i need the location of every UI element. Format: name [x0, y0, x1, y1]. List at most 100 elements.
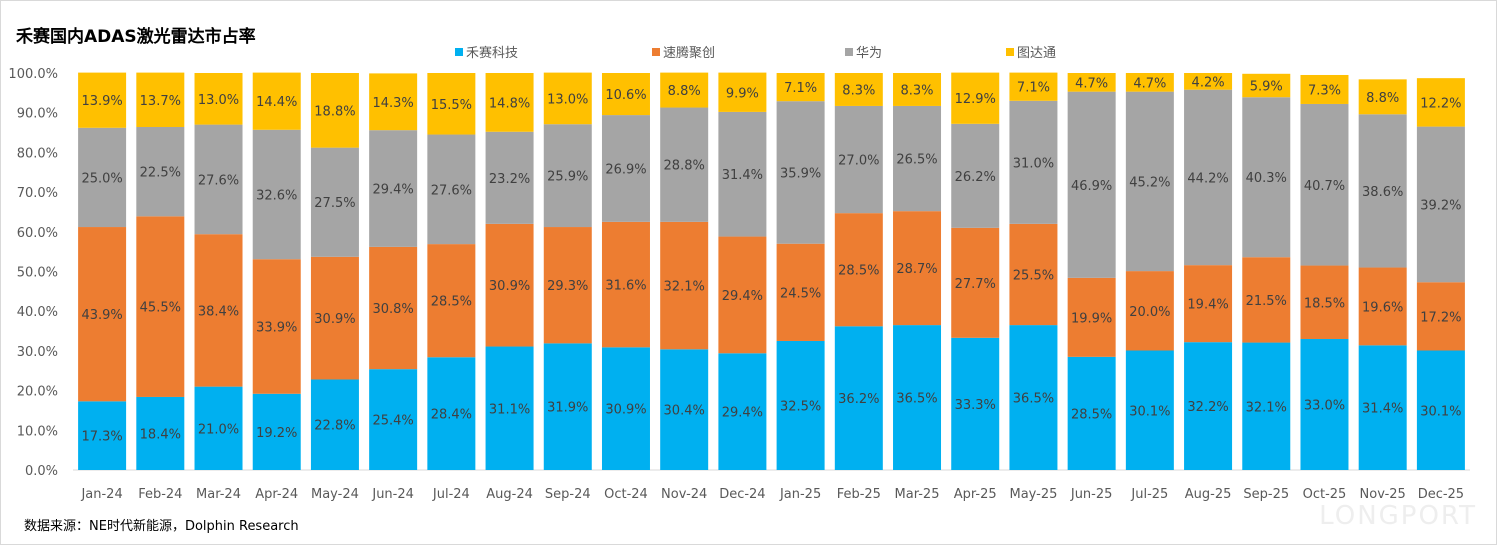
data-label: 22.5% [140, 166, 181, 181]
bar-segment [1009, 223, 1058, 326]
data-label: 4.2% [1192, 75, 1225, 90]
bar-segment [834, 105, 883, 214]
bar-segment [1067, 91, 1116, 278]
bar-segment [252, 72, 301, 130]
x-tick-label: Feb-24 [138, 487, 182, 502]
legend-label: 速腾聚创 [663, 45, 715, 61]
data-label: 21.5% [1246, 294, 1287, 309]
x-tick-label: Feb-25 [837, 487, 881, 502]
data-label: 30.9% [314, 312, 355, 327]
bar-segment [1416, 350, 1465, 470]
data-label: 7.3% [1308, 83, 1341, 98]
bar-segment [1358, 345, 1407, 470]
x-tick-label: Jan-25 [779, 487, 821, 502]
bar-segment [718, 111, 767, 237]
bar-segment [1067, 356, 1116, 470]
data-label: 20.0% [1129, 305, 1170, 320]
bar-segment [369, 246, 418, 370]
bar-segment [1125, 91, 1174, 272]
data-label: 33.3% [955, 398, 996, 413]
data-label: 19.2% [256, 426, 297, 441]
data-label: 29.4% [722, 289, 763, 304]
data-label: 36.2% [838, 392, 879, 407]
data-label: 26.2% [955, 170, 996, 185]
y-tick-label: 40.0% [17, 305, 58, 320]
data-label: 18.8% [314, 104, 355, 119]
y-tick-label: 60.0% [17, 226, 58, 241]
data-label: 27.6% [431, 183, 472, 198]
bar-segment [951, 123, 1000, 228]
data-label: 12.9% [955, 92, 996, 107]
y-tick-label: 30.0% [17, 345, 58, 360]
data-label: 26.5% [896, 153, 937, 168]
bar-segment [1242, 342, 1291, 470]
bar-segment [834, 213, 883, 327]
bar-segment [1125, 73, 1174, 92]
data-label: 44.2% [1187, 171, 1228, 186]
data-label: 21.0% [198, 422, 239, 437]
data-label: 32.6% [256, 188, 297, 203]
x-tick-label: Nov-24 [661, 487, 707, 502]
legend-label: 图达通 [1017, 46, 1056, 61]
x-tick-label: Mar-24 [196, 487, 241, 502]
x-tick-label: Jun-25 [1070, 487, 1113, 502]
bar-segment [194, 386, 243, 470]
bar-segment [718, 236, 767, 354]
data-label: 19.9% [1071, 311, 1112, 326]
data-label: 28.5% [1071, 407, 1112, 422]
bar-segment [1300, 74, 1349, 104]
bar-segment [1009, 72, 1058, 101]
data-label: 14.4% [256, 95, 297, 110]
bar-segment [601, 73, 650, 116]
bar-segment [252, 259, 301, 394]
bar-segment [485, 346, 534, 470]
bar-segment [369, 73, 418, 131]
data-label: 31.9% [547, 401, 588, 416]
bar-segment [718, 353, 767, 470]
bar-segment [78, 401, 127, 470]
bar-segment [1300, 338, 1349, 470]
y-tick-label: 90.0% [17, 107, 58, 122]
bar-segment [1067, 277, 1116, 357]
data-label: 31.1% [489, 402, 530, 417]
x-tick-label: Jun-24 [371, 487, 414, 502]
data-label: 39.2% [1420, 198, 1461, 213]
data-label: 32.1% [1246, 400, 1287, 415]
data-label: 25.0% [81, 171, 122, 186]
bar-segment [427, 244, 476, 358]
x-tick-label: Dec-25 [1418, 487, 1464, 502]
y-tick-label: 20.0% [17, 385, 58, 400]
data-label: 14.3% [372, 96, 413, 111]
bar-segment [1358, 79, 1407, 115]
bar-segment [485, 223, 534, 347]
bar-segment [543, 227, 592, 344]
data-label: 33.0% [1304, 398, 1345, 413]
data-label: 19.6% [1362, 300, 1403, 315]
bar-segment [1416, 78, 1465, 127]
bar-segment [1125, 350, 1174, 470]
bar-segment [1300, 103, 1349, 266]
data-label: 7.1% [784, 81, 817, 96]
data-label: 13.9% [81, 94, 122, 109]
data-label: 30.9% [605, 403, 646, 418]
x-tick-label: Sep-25 [1243, 487, 1289, 502]
data-label: 31.4% [722, 168, 763, 183]
data-label: 40.7% [1304, 179, 1345, 194]
bar-segment [1242, 257, 1291, 343]
bar-segment [1009, 100, 1058, 224]
data-label: 24.5% [780, 286, 821, 301]
data-label: 33.9% [256, 320, 297, 335]
x-tick-label: Dec-24 [719, 487, 765, 502]
bar-segment [136, 396, 185, 470]
bar-segment [310, 147, 359, 257]
data-label: 17.3% [81, 430, 122, 445]
data-label: 27.0% [838, 154, 879, 169]
bar-segment [1009, 325, 1058, 470]
data-label: 31.4% [1362, 402, 1403, 417]
bar-segment [1184, 89, 1233, 266]
data-label: 26.9% [605, 162, 646, 177]
bar-segment [369, 369, 418, 470]
data-label: 32.1% [664, 280, 705, 295]
data-label: 45.2% [1129, 175, 1170, 190]
data-label: 17.2% [1420, 310, 1461, 325]
